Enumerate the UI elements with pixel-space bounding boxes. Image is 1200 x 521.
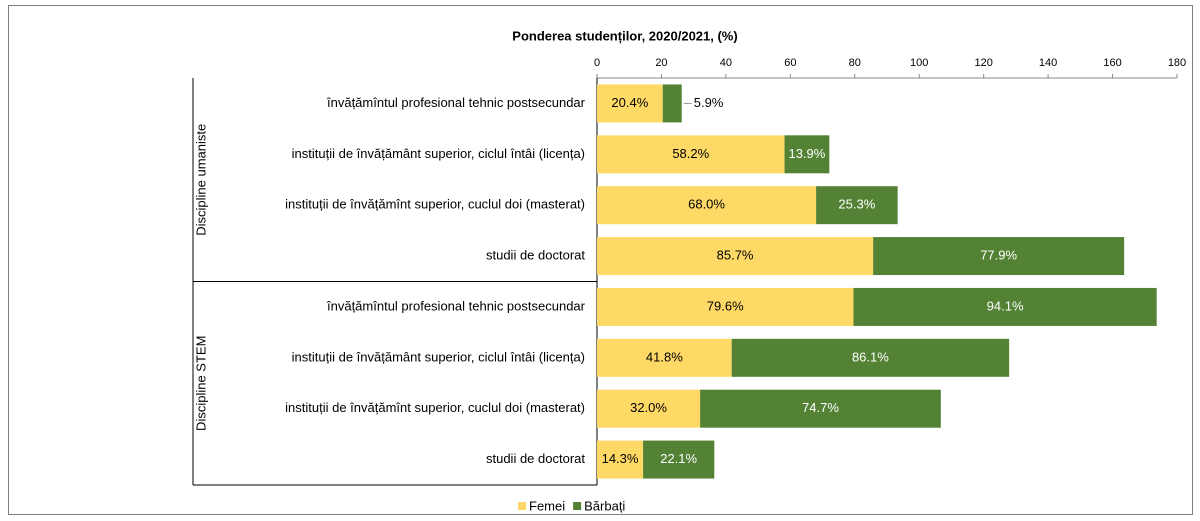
bar-segment: [597, 389, 701, 428]
x-tick-label: 140: [1039, 57, 1057, 69]
bar-segment: [816, 186, 898, 225]
chart-title: Ponderea studenților, 2020/2021, (%): [512, 28, 737, 43]
y-tick-label: instituții de învățământ superior, ciclu…: [292, 146, 585, 161]
bar-segment: [643, 440, 715, 479]
x-tick-label: 160: [1103, 57, 1121, 69]
value-label: 58.2%: [672, 146, 709, 161]
bar-segment: [700, 389, 941, 428]
value-label: 32.0%: [630, 400, 667, 415]
y-tick-label: instituții de învățămînt superior, cuclu…: [285, 197, 585, 212]
value-label: 22.1%: [660, 451, 697, 466]
group-label: Discipline STEM: [193, 336, 208, 431]
legend-label: Femei: [529, 498, 565, 513]
x-tick-label: 120: [974, 57, 992, 69]
bar-segment: [662, 84, 682, 123]
x-tick-label: 0: [594, 57, 600, 69]
value-label: 86.1%: [852, 349, 889, 364]
value-label: 5.9%: [694, 95, 724, 110]
group-label: Discipline umaniste: [193, 124, 208, 236]
bar-segment: [597, 237, 874, 276]
value-label: 94.1%: [987, 298, 1024, 313]
bar-segment: [731, 338, 1010, 377]
bar-segment: [873, 237, 1125, 276]
value-label: 77.9%: [980, 248, 1017, 263]
bar-segment: [853, 287, 1157, 326]
value-label: 20.4%: [611, 95, 648, 110]
y-tick-label: învățămîntul profesional tehnic postsecu…: [326, 298, 586, 313]
value-label: 85.7%: [717, 248, 754, 263]
bar-segment: [597, 186, 817, 225]
bar-segment: [597, 135, 785, 174]
bar-segment: [597, 338, 732, 377]
y-tick-label: instituții de învățământ superior, ciclu…: [292, 349, 585, 364]
bar-segment: [597, 440, 644, 479]
x-tick-label: 40: [720, 57, 732, 69]
value-label: 74.7%: [802, 400, 839, 415]
bar-segment: [784, 135, 830, 174]
value-label: 13.9%: [788, 146, 825, 161]
value-label: 68.0%: [688, 197, 725, 212]
y-tick-label: învățămîntul profesional tehnic postsecu…: [326, 95, 586, 110]
x-tick-label: 100: [910, 57, 928, 69]
value-label: 14.3%: [602, 451, 639, 466]
x-tick-label: 20: [655, 57, 667, 69]
y-tick-label: instituții de învățămînt superior, cuclu…: [285, 400, 585, 415]
y-tick-label: studii de doctorat: [486, 248, 585, 263]
legend-swatch: [573, 502, 582, 510]
bar-segment: [597, 84, 663, 123]
y-tick-label: studii de doctorat: [486, 451, 585, 466]
bar-segment: [597, 287, 854, 326]
x-tick-label: 80: [849, 57, 861, 69]
value-label: 79.6%: [707, 298, 744, 313]
legend-label: Bărbați: [584, 498, 625, 513]
x-tick-label: 60: [784, 57, 796, 69]
x-tick-label: 180: [1168, 57, 1186, 69]
value-label: 25.3%: [838, 197, 875, 212]
value-label: 41.8%: [646, 349, 683, 364]
legend-swatch: [518, 502, 526, 510]
